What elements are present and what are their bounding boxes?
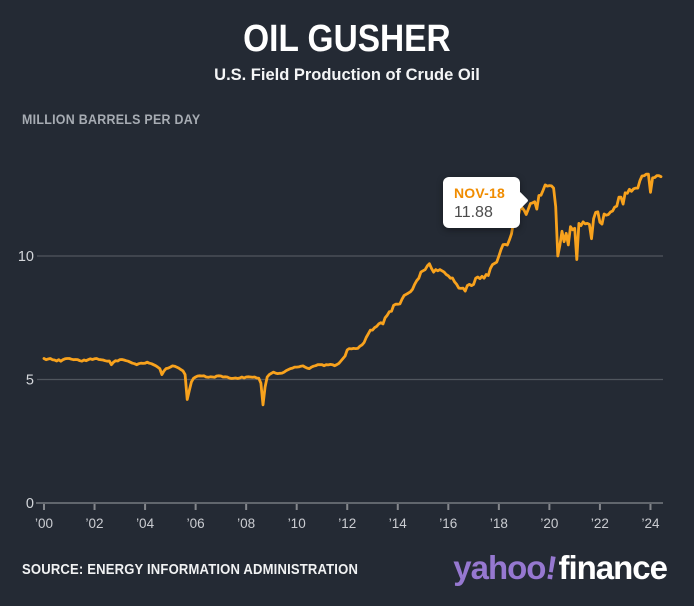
yahoo-finance-logo: yahoo!finance	[453, 548, 668, 587]
tooltip: NOV-18 11.88	[443, 177, 529, 228]
logo-finance-text: finance	[558, 549, 668, 586]
x-axis-tick-label-2004: ’04	[136, 516, 155, 531]
logo-exclamation-icon: !	[543, 548, 560, 587]
source-note: SOURCE: ENERGY INFORMATION ADMINISTRATIO…	[22, 562, 359, 578]
tooltip-period-label: NOV-18	[454, 185, 505, 201]
production-line[interactable]	[42, 172, 663, 407]
x-axis-tick-label-2016: ’16	[439, 516, 457, 531]
x-axis-tick-label-2018: ’18	[490, 516, 508, 531]
chart-subtitle: U.S. Field Production of Crude Oil	[214, 65, 480, 84]
header: OIL GUSHER U.S. Field Production of Crud…	[0, 18, 694, 85]
x-axis-tick-label-2002: ’02	[86, 516, 104, 531]
x-axis-tick-label-2000: ’00	[35, 516, 53, 531]
x-axis-tick-label-2010: ’10	[288, 516, 306, 531]
tooltip-value: 11.88	[454, 204, 493, 221]
y-axis-label-10: 10	[18, 249, 34, 265]
x-axis-tick-label-2022: ’22	[591, 516, 609, 531]
y-axis-label-0: 0	[26, 496, 34, 512]
y-axis-units-label: MILLION BARRELS PER DAY	[22, 112, 201, 127]
y-axis-label-5: 5	[26, 373, 34, 389]
x-axis-tick-label-2014: ’14	[389, 516, 408, 531]
x-axis-tick-label-2020: ’20	[540, 516, 558, 531]
x-axis-tick-label-2006: ’06	[187, 516, 205, 531]
x-axis-tick-label-2024: ’24	[641, 516, 660, 531]
page-title: OIL GUSHER	[243, 18, 451, 60]
logo-yahoo-text: yahoo	[453, 549, 546, 586]
x-axis-tick-label-2008: ’08	[237, 516, 255, 531]
x-axis-tick-label-2012: ’12	[338, 516, 356, 531]
